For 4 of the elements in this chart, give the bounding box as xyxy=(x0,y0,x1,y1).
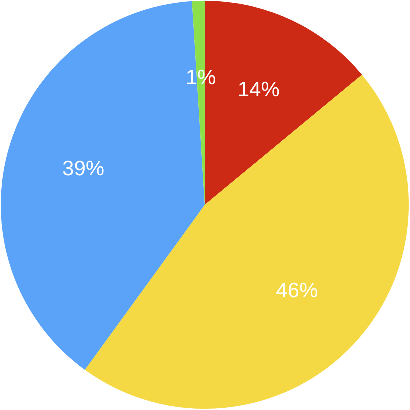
data-label: 46% xyxy=(276,280,318,303)
data-label: 14% xyxy=(238,78,280,102)
data-label: 1% xyxy=(186,66,216,90)
data-label: 39% xyxy=(62,158,105,181)
